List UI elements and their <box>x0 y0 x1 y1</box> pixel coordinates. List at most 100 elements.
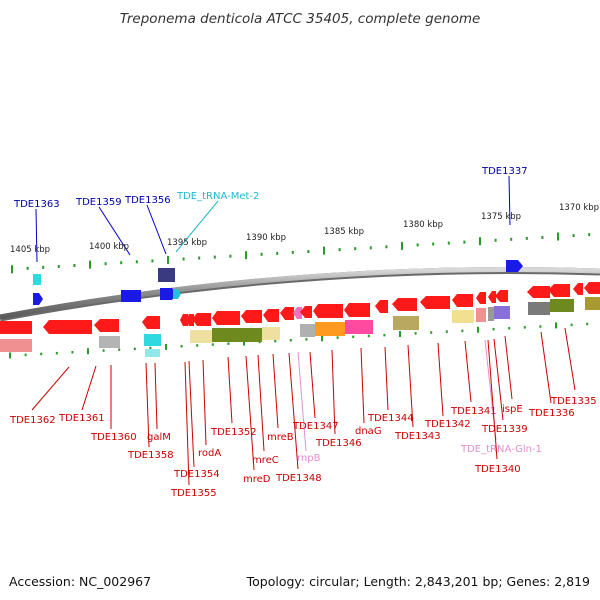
reverse-gene-galM-domain[interactable] <box>145 349 160 357</box>
forward-trna-Met-2[interactable] <box>173 289 181 299</box>
reverse-gene-ispE-domain[interactable] <box>494 306 510 319</box>
ruler-major-tick <box>11 265 13 274</box>
reverse-gene-domain-c[interactable] <box>262 327 280 340</box>
ruler-minor-tick <box>291 250 294 254</box>
reverse-gene-domain-f[interactable] <box>345 320 373 334</box>
ruler-minor-tick <box>572 234 575 238</box>
ruler-minor-tick <box>151 259 154 263</box>
reverse-gene-mreB[interactable] <box>280 307 294 320</box>
ruler-minor-tick <box>463 240 466 244</box>
leader-line <box>245 355 255 471</box>
reverse-gene-domain-k[interactable] <box>550 299 574 312</box>
reverse-gene-TDE1362-domain[interactable] <box>0 339 32 352</box>
label-tRNA-Gln-1: TDE_tRNA-Gln-1 <box>460 444 542 455</box>
ruler-minor-tick <box>198 256 201 260</box>
label-dnaG: dnaG <box>355 426 382 437</box>
reverse-gene-domain-i[interactable] <box>488 307 494 321</box>
reverse-gene-domain-b[interactable] <box>212 328 262 342</box>
reverse-gene-TDE1343[interactable] <box>420 296 450 309</box>
reverse-gene-TDE1348[interactable] <box>300 306 312 318</box>
reverse-gene-dnaG[interactable] <box>375 300 388 313</box>
ruler-minor-tick <box>369 246 372 250</box>
ruler-minor-tick <box>307 250 310 253</box>
scale-label: 1380 kbp <box>403 220 443 230</box>
ruler-minor-tick <box>229 254 232 258</box>
reverse-gene-TDE1354[interactable] <box>186 314 194 326</box>
tRNA-feature-TDE1363-region[interactable] <box>33 274 41 285</box>
lower-ruler-minor-tick <box>305 338 308 341</box>
reverse-gene-domain-h[interactable] <box>476 308 486 322</box>
forward-gene-TDE1356-dark[interactable] <box>158 268 175 282</box>
forward-gene-TDE1337[interactable] <box>506 260 523 272</box>
reverse-gene-TDE1342[interactable] <box>452 294 473 307</box>
reverse-gene-domain-g[interactable] <box>452 310 474 323</box>
reverse-gene-TDE1346[interactable] <box>344 303 370 317</box>
lower-ruler-minor-tick <box>102 349 105 352</box>
label-galM: galM <box>147 432 171 443</box>
reverse-gene-TDE1352[interactable] <box>212 311 240 325</box>
reverse-gene-TDE1358[interactable] <box>142 316 160 329</box>
forward-gene-TDE1359[interactable] <box>121 290 141 302</box>
reverse-gene-TDE1336[interactable] <box>548 284 570 297</box>
lower-ruler-minor-tick <box>445 330 448 333</box>
reverse-gene-domain-l[interactable] <box>585 297 600 310</box>
ruler-major-tick <box>557 232 559 241</box>
reverse-gene-TDE1344[interactable] <box>392 298 417 311</box>
lower-ruler-major-tick <box>555 322 557 329</box>
ruler-minor-tick <box>276 251 279 255</box>
lower-ruler-minor-tick <box>414 332 417 335</box>
reverse-gene-TDE1336b[interactable] <box>573 283 583 295</box>
label-TDE1352: TDE1352 <box>210 427 257 438</box>
leader-line <box>360 347 365 424</box>
lower-ruler-minor-tick <box>196 344 199 347</box>
reverse-gene-mreD[interactable] <box>241 310 262 323</box>
lower-ruler-minor-tick <box>461 329 464 333</box>
forward-gene-TDE1356[interactable] <box>160 288 176 300</box>
reverse-gene-domain-d[interactable] <box>300 324 315 337</box>
reverse-gene-TDE1347[interactable] <box>313 304 343 318</box>
ruler-minor-tick <box>26 266 29 270</box>
ruler-minor-tick <box>416 243 419 247</box>
label-TDE1359: TDE1359 <box>75 197 122 208</box>
lower-ruler-minor-tick <box>383 333 386 337</box>
leader-line <box>35 208 38 263</box>
leader-line <box>384 346 389 411</box>
label-TDE1343: TDE1343 <box>394 431 441 442</box>
label-TDE1362: TDE1362 <box>9 415 56 426</box>
reverse-gene-TDE1355[interactable] <box>180 314 188 326</box>
reverse-gene-TDE1335[interactable] <box>584 282 600 294</box>
forward-labels: TDE1363 TDE1359 TDE1356 TDE_tRNA-Met-2 T… <box>13 166 528 263</box>
reverse-gene-TDE1358-domain[interactable] <box>144 334 161 346</box>
reverse-gene-domain-j[interactable] <box>528 302 550 315</box>
reverse-gene-ispE[interactable] <box>527 286 550 298</box>
reverse-gene-TDE1361[interactable] <box>43 320 92 334</box>
reverse-gene-TDE1362[interactable] <box>0 321 32 334</box>
label-TDE1354: TDE1354 <box>173 469 220 480</box>
reverse-gene-TDE1341[interactable] <box>476 292 486 304</box>
label-TDE1342: TDE1342 <box>424 419 471 430</box>
leader-line <box>309 351 316 419</box>
reverse-gene-domain-e[interactable] <box>315 322 345 336</box>
forward-gene-TDE1363[interactable] <box>33 293 43 305</box>
reverse-gene-TDE1360[interactable] <box>94 319 119 332</box>
reverse-gene-TDE1360-domain[interactable] <box>99 336 120 348</box>
ruler-minor-tick <box>510 237 513 241</box>
reverse-gene-TDE1340[interactable] <box>488 291 496 303</box>
reverse-gene-mreC[interactable] <box>263 309 279 322</box>
reverse-rna-rnpB[interactable] <box>293 307 302 319</box>
label-rodA: rodA <box>198 448 221 459</box>
reverse-gene-rodA[interactable] <box>192 313 211 326</box>
ruler-minor-tick <box>57 265 60 268</box>
reverse-gene-TDE1344-domain[interactable] <box>393 316 419 330</box>
label-ispE: ispE <box>502 404 523 415</box>
leader-line <box>184 361 190 486</box>
reverse-gene-TDE1339[interactable] <box>495 290 508 302</box>
label-TDE1356: TDE1356 <box>124 195 171 206</box>
scale-ruler <box>11 232 591 274</box>
ruler-minor-tick <box>432 242 435 246</box>
lower-ruler-minor-tick <box>508 327 511 330</box>
lower-ruler-minor-tick <box>118 348 121 351</box>
reverse-strand-features <box>0 282 600 357</box>
ruler-major-tick <box>245 251 247 260</box>
reverse-gene-domain-a[interactable] <box>190 330 212 343</box>
